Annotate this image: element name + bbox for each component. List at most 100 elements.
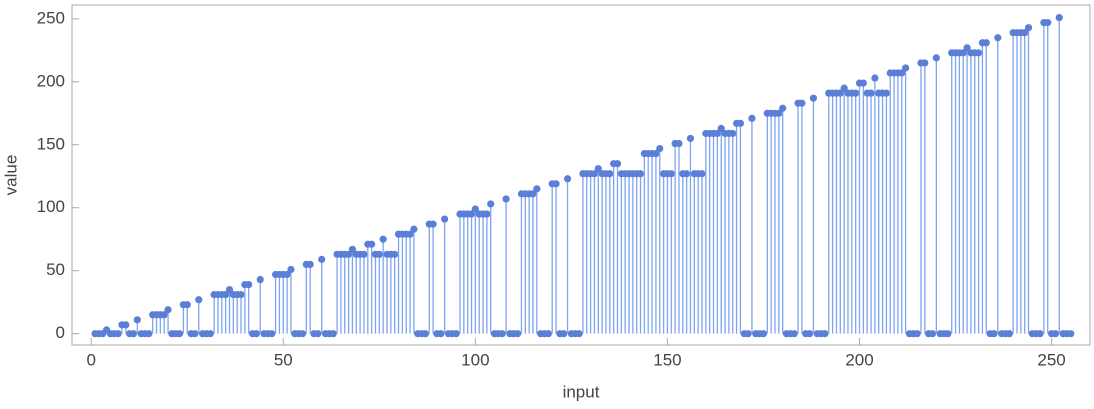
point <box>871 74 879 82</box>
point <box>775 109 783 117</box>
point <box>963 44 971 52</box>
point <box>344 250 353 258</box>
point <box>759 330 768 338</box>
point <box>1021 29 1029 37</box>
point <box>821 330 829 338</box>
point <box>529 190 537 198</box>
point <box>613 160 622 168</box>
point <box>360 250 368 258</box>
point <box>129 330 138 338</box>
point <box>471 205 479 213</box>
y-tick-label: 200 <box>37 71 65 90</box>
point <box>982 39 990 47</box>
point <box>145 330 153 338</box>
point <box>195 296 203 304</box>
point <box>902 64 910 72</box>
point <box>606 170 614 178</box>
x-tick-label: 100 <box>461 350 489 369</box>
point <box>552 180 560 188</box>
plot-frame <box>71 4 1091 346</box>
point <box>437 330 445 338</box>
y-tick-label: 150 <box>37 134 65 153</box>
point <box>391 250 399 258</box>
point <box>287 265 295 274</box>
point <box>175 330 184 338</box>
point <box>421 330 430 338</box>
point <box>748 114 756 122</box>
point <box>675 139 683 148</box>
point <box>560 330 568 338</box>
point <box>368 240 376 248</box>
point <box>729 129 737 138</box>
x-tick-label: 250 <box>1037 350 1065 369</box>
point <box>502 195 510 203</box>
point <box>206 330 214 338</box>
point <box>1024 24 1033 32</box>
point <box>483 210 491 218</box>
point <box>406 230 414 238</box>
point <box>160 311 168 319</box>
point <box>990 330 998 338</box>
point <box>348 245 357 253</box>
point <box>237 291 245 299</box>
point <box>1051 330 1060 338</box>
point <box>1036 330 1044 338</box>
point <box>713 129 721 138</box>
point <box>268 330 276 338</box>
point <box>298 330 307 338</box>
point <box>683 170 691 178</box>
point <box>944 330 952 338</box>
point <box>225 285 234 294</box>
point <box>974 49 983 57</box>
point <box>932 54 940 62</box>
point <box>867 89 875 97</box>
y-tick-label: 0 <box>56 323 65 342</box>
point <box>744 330 752 338</box>
point <box>686 134 695 143</box>
point <box>1067 330 1075 338</box>
point <box>252 330 260 338</box>
point <box>410 225 418 233</box>
point <box>928 330 937 338</box>
point <box>487 200 495 208</box>
point <box>318 255 326 263</box>
point <box>805 330 814 338</box>
point <box>717 124 725 133</box>
point <box>656 144 664 153</box>
point <box>913 330 921 338</box>
x-tick-label: 200 <box>845 350 873 369</box>
point <box>898 69 906 77</box>
y-axis-label: value <box>1 155 20 196</box>
point <box>667 170 675 178</box>
point <box>375 250 383 258</box>
point <box>1055 13 1063 22</box>
point <box>467 210 476 218</box>
point <box>306 260 314 269</box>
point <box>379 235 387 243</box>
y-tick-label: 250 <box>37 8 65 27</box>
point <box>959 49 967 57</box>
point <box>314 330 322 338</box>
point <box>183 301 191 309</box>
point <box>698 170 706 178</box>
point <box>256 275 264 284</box>
point <box>533 185 541 193</box>
point <box>498 330 506 338</box>
point <box>652 149 660 158</box>
point <box>575 330 583 338</box>
point <box>790 330 798 338</box>
point <box>852 89 860 97</box>
point <box>594 165 602 173</box>
point <box>859 79 867 87</box>
point <box>222 291 230 299</box>
point <box>840 84 848 92</box>
point <box>329 330 337 338</box>
point <box>736 119 745 127</box>
point <box>921 59 929 67</box>
point <box>441 215 449 223</box>
point <box>133 316 141 324</box>
point <box>514 330 522 338</box>
point <box>798 99 806 107</box>
point <box>452 330 460 338</box>
